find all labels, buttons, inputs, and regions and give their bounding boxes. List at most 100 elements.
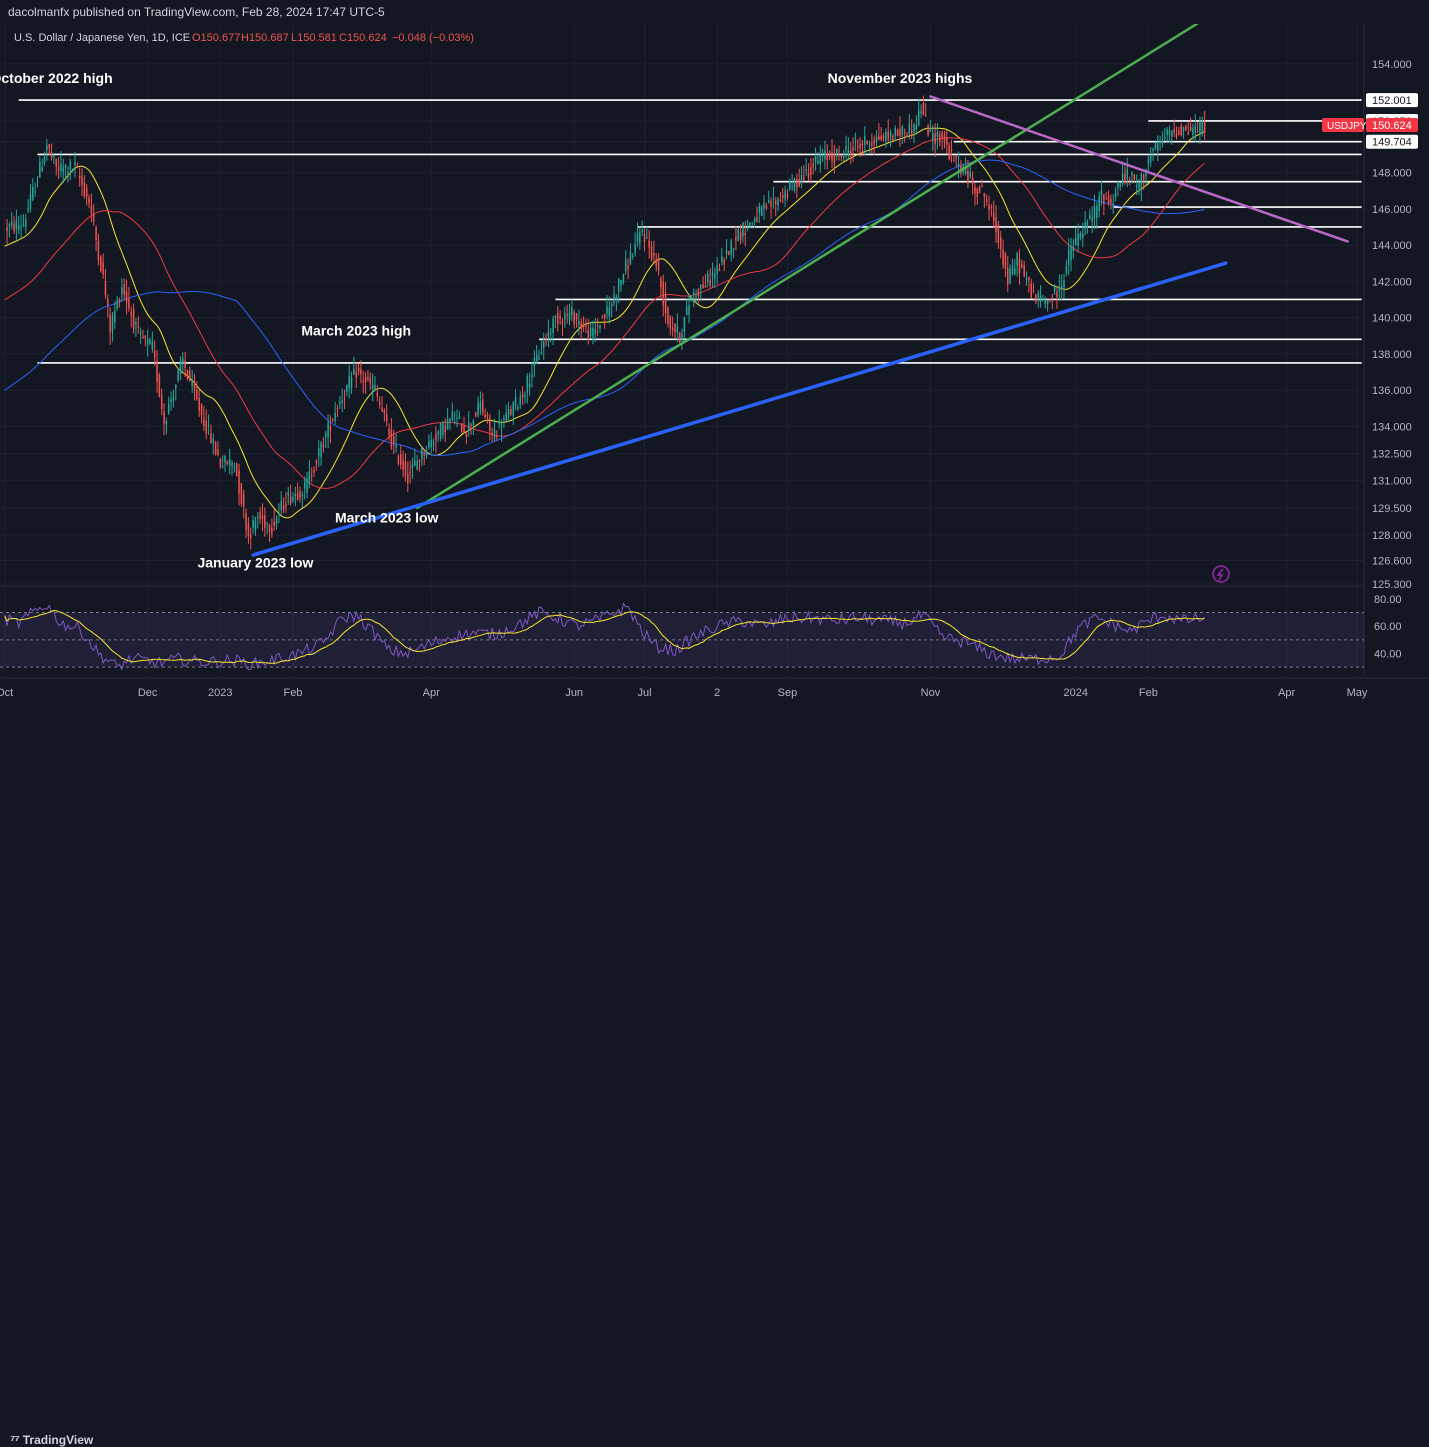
candle-body [491, 432, 493, 434]
candle-body [214, 442, 217, 455]
candle-body [74, 161, 76, 166]
candle-body [153, 350, 156, 358]
candle-body [613, 294, 615, 303]
candle-body [866, 140, 868, 145]
candle-body [259, 511, 261, 519]
candle-body [130, 311, 133, 316]
candle-body [207, 424, 210, 426]
price-axis[interactable]: 154.000 148.000 146.000 144.000 142.000 140.0… [1322, 59, 1418, 591]
candle-body [114, 310, 116, 323]
candle-body [285, 503, 287, 507]
candle-body [941, 132, 943, 138]
candle-body [655, 259, 657, 267]
candle-body [842, 153, 845, 158]
candle-body [477, 402, 479, 416]
candle-body [43, 156, 46, 164]
candle-body [439, 423, 442, 438]
candle-body [336, 408, 339, 410]
candle-body [1018, 258, 1021, 273]
candle-body [549, 333, 552, 335]
candle-body [200, 403, 203, 415]
candle-body [78, 175, 81, 179]
candle-body [1032, 290, 1035, 292]
candle-body [1077, 233, 1079, 246]
annotations: October 2022 high November 2023 highs Marc… [0, 70, 973, 571]
candle-body [913, 124, 915, 133]
candle-body [437, 431, 440, 435]
candle-body [353, 368, 355, 375]
candle-body [1107, 196, 1110, 204]
candle-body [782, 195, 784, 199]
price-tick-label: 140.000 [1372, 313, 1412, 325]
candle-body [594, 328, 597, 335]
candle-body [819, 154, 822, 165]
candle-body [50, 151, 53, 158]
legend-high: H150.687 [241, 32, 289, 44]
candle-body [714, 273, 716, 279]
candle-body [1203, 121, 1206, 133]
candle-body [735, 236, 737, 241]
candle-body [395, 444, 397, 448]
candle-body [585, 325, 587, 327]
candle-body [1002, 249, 1004, 265]
candle-body [517, 406, 519, 410]
candle-body [997, 224, 1000, 243]
tradingview-logo[interactable]: ⁷⁷ TradingView [10, 1432, 93, 1447]
candle-body [917, 109, 920, 126]
candle-body [418, 460, 421, 462]
candle-body [634, 244, 636, 253]
candle-body [385, 414, 388, 422]
candle-body [1074, 237, 1077, 246]
candle-body [186, 370, 189, 379]
rsi-tick-label: 40.00 [1374, 649, 1402, 661]
candle-body [383, 409, 386, 414]
candle-body [184, 360, 186, 368]
candle-body [915, 124, 918, 130]
candle-body [360, 369, 362, 375]
price-tick-label: 138.000 [1372, 349, 1412, 361]
candle-body [641, 230, 643, 232]
annotation-label: January 2023 low [197, 555, 313, 571]
annotation-label: October 2022 high [0, 70, 113, 86]
candle-body [102, 262, 104, 275]
candle-body [367, 376, 369, 380]
candle-body [974, 186, 976, 194]
candle-body [327, 422, 329, 438]
candle-body [852, 147, 854, 151]
time-tick-label: 2023 [208, 687, 232, 699]
candle-body [451, 411, 454, 420]
candle-body [107, 299, 109, 306]
candle-body [751, 223, 754, 225]
candle-body [622, 274, 625, 283]
candle-body [467, 421, 470, 431]
time-tick-label: Sep [778, 687, 798, 699]
price-tick-label: 129.500 [1372, 503, 1412, 515]
time-axis[interactable]: Oct Dec 2023 Feb Apr Jun Jul 2 Sep Nov 2024 Feb Apr M… [0, 677, 1429, 699]
lightning-icon[interactable] [1212, 565, 1230, 583]
candle-body [1093, 206, 1096, 219]
candle-body [308, 471, 311, 485]
chart-area[interactable]: October 2022 high November 2023 highs Marc… [0, 0, 1429, 714]
candle-body [350, 377, 353, 388]
candle-body [20, 226, 22, 228]
candle-body [189, 370, 191, 382]
candle-body [53, 155, 55, 158]
candle-body [695, 295, 697, 298]
candle-body [1152, 148, 1154, 151]
candle-body [496, 435, 498, 437]
candle-body [228, 459, 231, 466]
price-chart[interactable]: October 2022 high November 2023 highs Marc… [0, 0, 1429, 714]
candle-body [1009, 268, 1011, 284]
candle-body [1105, 198, 1107, 200]
candle-body [648, 240, 650, 248]
candle-body [210, 433, 212, 443]
candle-body [589, 328, 592, 337]
candle-body [557, 312, 559, 324]
candle-body [1135, 185, 1138, 187]
candle-body [519, 396, 522, 405]
candle-body [453, 421, 456, 423]
time-tick-label: Jun [565, 687, 583, 699]
candle-body [165, 420, 168, 425]
candle-body [1154, 141, 1157, 149]
candle-body [774, 200, 777, 205]
